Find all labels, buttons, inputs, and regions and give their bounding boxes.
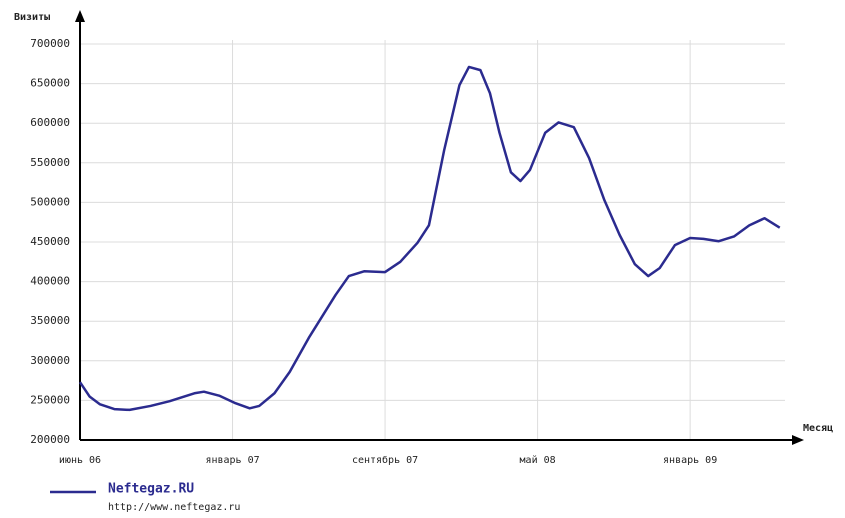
y-tick-label: 300000 [30, 354, 70, 367]
x-tick-label: июнь 06 [59, 455, 101, 466]
legend-url: http://www.neftegaz.ru [108, 502, 240, 513]
y-tick-label: 500000 [30, 195, 70, 208]
y-axis-label: Визиты [14, 12, 50, 23]
x-tick-label: сентябрь 07 [352, 454, 418, 466]
y-tick-label: 400000 [30, 275, 70, 288]
y-tick-label: 350000 [30, 314, 70, 327]
x-tick-label: январь 09 [663, 455, 717, 466]
y-tick-label: 600000 [30, 116, 70, 129]
x-tick-label: май 08 [520, 454, 556, 466]
axes [75, 10, 804, 445]
legend-label: Neftegaz.RU [108, 482, 194, 497]
y-arrow [75, 10, 85, 22]
data-line [78, 65, 781, 412]
y-tick-label: 650000 [30, 77, 70, 90]
x-axis-label: Месяц [803, 423, 833, 434]
y-tick-label: 550000 [30, 156, 70, 169]
y-tick-label: 700000 [30, 37, 70, 50]
x-arrow [792, 435, 804, 445]
x-tick-label: январь 07 [205, 455, 259, 466]
y-tick-label: 250000 [30, 393, 70, 406]
y-tick-label: 200000 [30, 433, 70, 446]
y-tick-label: 450000 [30, 235, 70, 248]
